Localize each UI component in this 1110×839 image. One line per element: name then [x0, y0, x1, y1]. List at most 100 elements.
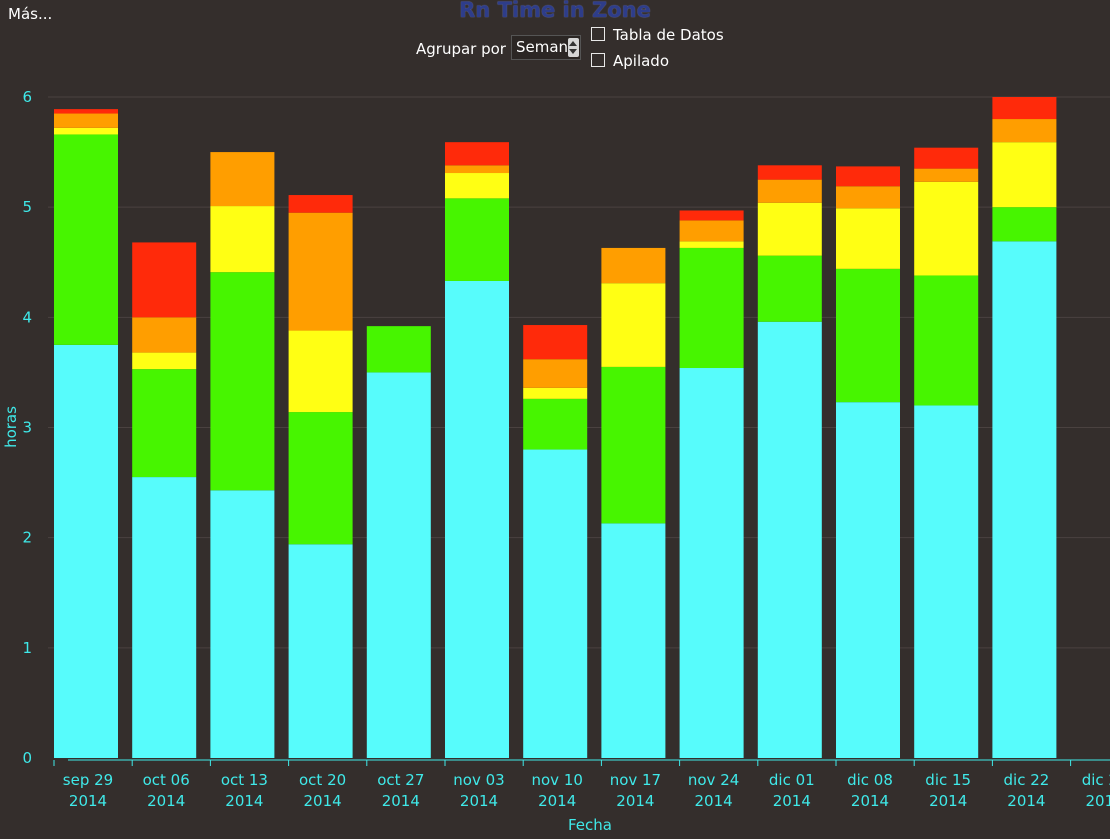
bar-segment [523, 325, 588, 360]
bar-segment [523, 398, 588, 450]
bar-segment [54, 127, 118, 135]
group-by-spinbox[interactable]: Seman [511, 35, 581, 60]
bar-segment [132, 317, 197, 353]
x-tick-label: dic 08 [847, 771, 893, 789]
x-tick-label: 2014 [1007, 792, 1045, 810]
bar-segment [445, 198, 509, 281]
bar-segment [54, 113, 118, 128]
bar-segment [210, 152, 275, 207]
bar-segment [601, 523, 666, 758]
bar-segment [679, 241, 744, 248]
spin-arrows-icon[interactable] [568, 38, 579, 57]
bar-segment [757, 255, 822, 322]
bar-segment [210, 490, 275, 758]
x-tick-label: nov 10 [531, 771, 582, 789]
bar-segment [757, 165, 822, 180]
x-tick-label: oct 20 [299, 771, 346, 789]
bar-segment [366, 372, 431, 758]
bar-segment [757, 202, 822, 256]
bar-segment [757, 321, 822, 758]
bar-segment [132, 352, 197, 370]
y-tick-label: 5 [22, 198, 32, 216]
group-by-label: Agrupar por [416, 40, 506, 58]
bar-segment [914, 181, 979, 276]
spin-down-icon[interactable] [569, 49, 577, 54]
x-tick-label: oct 27 [377, 771, 424, 789]
x-tick-label: nov 17 [610, 771, 661, 789]
y-tick-label: 0 [22, 749, 32, 767]
bar-segment [288, 212, 353, 331]
bar-segment [914, 405, 979, 758]
x-tick-label: 2014 [147, 792, 185, 810]
x-tick-label: dic 22 [1004, 771, 1050, 789]
bar-segment [288, 412, 353, 545]
group-by-value: Seman [516, 38, 569, 56]
x-axis-label: Fecha [568, 816, 612, 834]
bar-segment [992, 119, 1057, 143]
bar-segment [601, 283, 666, 367]
y-tick-label: 1 [22, 639, 32, 657]
bar-segment [288, 544, 353, 758]
more-menu-button[interactable]: Más... [8, 5, 53, 23]
bar-segment [836, 166, 900, 187]
stacked-checkbox-label: Apilado [613, 52, 670, 70]
bar-segment [601, 247, 666, 284]
y-tick-label: 6 [22, 88, 32, 106]
x-tick-label: nov 24 [688, 771, 739, 789]
x-tick-label: 2014 [695, 792, 733, 810]
bar-segment [914, 168, 979, 182]
x-tick-label: nov 03 [453, 771, 504, 789]
x-tick-label: 2014 [225, 792, 263, 810]
bar-segment [679, 210, 744, 221]
stacked-checkbox[interactable]: Apilado [591, 52, 669, 70]
bar-segment [914, 147, 979, 169]
x-tick-label: 2014 [929, 792, 967, 810]
bar-segment [601, 366, 666, 524]
x-tick-label: sep 29 [63, 771, 113, 789]
bar-segment [992, 142, 1057, 208]
bar-segment [54, 344, 118, 758]
bars [54, 97, 1057, 758]
data-table-checkbox[interactable]: Tabla de Datos [591, 26, 724, 44]
y-tick-labels: 0 1 2 3 4 5 6 [22, 88, 32, 767]
bar-segment [992, 97, 1057, 120]
bar-segment [54, 134, 118, 345]
bar-segment [836, 208, 900, 269]
x-tick-label: 2014 [773, 792, 811, 810]
bar-segment [445, 280, 509, 758]
bar-segment [523, 359, 588, 388]
x-tick-label: 2014 [538, 792, 576, 810]
data-table-checkbox-label: Tabla de Datos [613, 26, 724, 44]
y-tick-label: 2 [22, 529, 32, 547]
x-tick-label: 2014 [304, 792, 342, 810]
x-tick-label: 2014 [382, 792, 420, 810]
x-tick-label: oct 13 [221, 771, 268, 789]
bar-segment [288, 195, 353, 213]
checkbox-icon[interactable] [591, 53, 605, 67]
bar-segment [992, 207, 1057, 242]
bar-segment [445, 165, 509, 174]
bar-segment [445, 142, 509, 166]
bar-segment [836, 402, 900, 758]
bar-segment [679, 247, 744, 369]
bar-segment [992, 241, 1057, 758]
bar-segment [210, 272, 275, 491]
x-tick-label: 2014 [69, 792, 107, 810]
bar-segment [757, 179, 822, 203]
bar-segment [210, 206, 275, 273]
spin-up-icon[interactable] [569, 41, 577, 46]
bar-segment [914, 275, 979, 406]
bar-segment [54, 109, 118, 114]
checkbox-icon[interactable] [591, 27, 605, 41]
y-tick-label: 4 [22, 308, 32, 326]
bar-segment [132, 242, 197, 318]
x-tick-label: dic 29 [1082, 771, 1110, 789]
bar-segment [836, 186, 900, 209]
x-tick-label: dic 01 [769, 771, 815, 789]
x-tick-labels: sep 29 2014 oct 06 2014 oct 13 2014 oct 20 2014… [53, 760, 1110, 810]
x-tick-label: 2014 [616, 792, 654, 810]
bar-segment [288, 330, 353, 413]
bar-segment [523, 449, 588, 758]
bar-segment [445, 173, 509, 199]
